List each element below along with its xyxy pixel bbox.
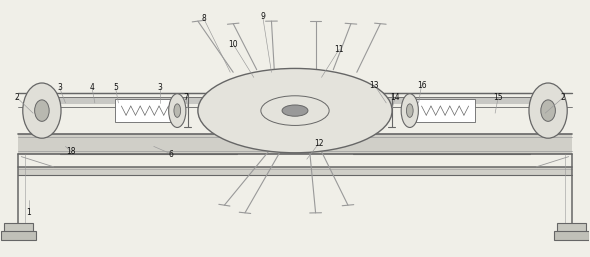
- Text: 1: 1: [27, 208, 31, 217]
- Text: 2: 2: [560, 93, 565, 102]
- Text: 13: 13: [370, 80, 379, 89]
- Text: 4: 4: [90, 83, 94, 92]
- Circle shape: [198, 68, 392, 153]
- Bar: [416, 99, 474, 122]
- Bar: [30, 97, 560, 104]
- Text: 8: 8: [201, 14, 206, 23]
- Ellipse shape: [35, 100, 49, 121]
- Bar: [554, 231, 589, 240]
- Ellipse shape: [23, 83, 61, 138]
- Circle shape: [282, 105, 308, 116]
- Bar: [116, 99, 174, 122]
- Text: 3: 3: [157, 83, 162, 92]
- Text: 14: 14: [390, 93, 400, 102]
- Text: 18: 18: [67, 147, 76, 156]
- Ellipse shape: [174, 104, 181, 117]
- Ellipse shape: [169, 94, 186, 127]
- Text: 9: 9: [260, 12, 265, 21]
- Bar: [557, 223, 586, 232]
- Ellipse shape: [407, 104, 413, 117]
- Ellipse shape: [401, 94, 418, 127]
- Bar: [4, 223, 33, 232]
- Bar: [1, 231, 36, 240]
- Text: 16: 16: [417, 80, 427, 89]
- Ellipse shape: [529, 83, 567, 138]
- Text: 11: 11: [335, 45, 344, 54]
- Text: 5: 5: [113, 83, 118, 92]
- Text: 15: 15: [493, 93, 503, 102]
- Text: 10: 10: [228, 40, 238, 49]
- Text: 12: 12: [314, 139, 323, 148]
- Text: 3: 3: [57, 83, 62, 92]
- Text: 2: 2: [15, 93, 19, 102]
- Text: 6: 6: [169, 150, 174, 159]
- Bar: [18, 167, 572, 175]
- Ellipse shape: [541, 100, 555, 121]
- Text: 7: 7: [183, 93, 189, 102]
- Bar: [18, 134, 572, 154]
